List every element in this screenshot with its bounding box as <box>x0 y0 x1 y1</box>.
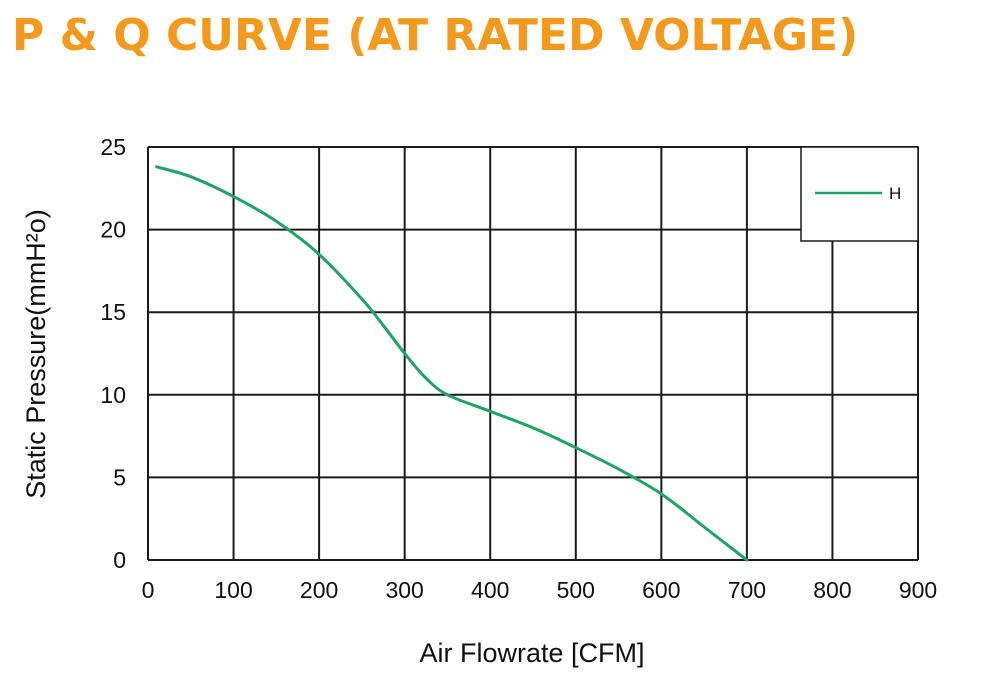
x-tick-label: 500 <box>557 577 595 603</box>
x-tick-label: 400 <box>471 577 509 603</box>
series <box>155 165 749 562</box>
legend: H <box>800 146 919 242</box>
x-tick-label: 900 <box>899 577 937 603</box>
x-tick-label: 600 <box>642 577 680 603</box>
x-tick-label: 700 <box>728 577 766 603</box>
x-tick-label: 800 <box>813 577 851 603</box>
y-axis-label: Static Pressure(mmH²o) <box>21 209 51 499</box>
x-tick-label: 200 <box>300 577 338 603</box>
x-tick-label: 0 <box>142 577 155 603</box>
y-tick-label: 0 <box>113 547 126 573</box>
y-tick-label: 15 <box>100 299 126 325</box>
grid <box>147 146 919 561</box>
y-tick-label: 25 <box>100 134 126 160</box>
x-axis-label: Air Flowrate [CFM] <box>419 638 644 668</box>
x-tick-label: 300 <box>385 577 423 603</box>
chart-title: P & Q CURVE (AT RATED VOLTAGE) <box>12 10 858 61</box>
series-line-H <box>155 165 749 562</box>
y-tick-label: 5 <box>113 464 126 490</box>
x-tick-label: 100 <box>214 577 252 603</box>
y-tick-label: 20 <box>100 217 126 243</box>
tick-labels: 0 100 200 300 400 500 600 700 800 900 0 5 10 15 20 25 <box>100 134 937 603</box>
y-tick-label: 10 <box>100 382 126 408</box>
legend-label-h: H <box>889 184 901 203</box>
